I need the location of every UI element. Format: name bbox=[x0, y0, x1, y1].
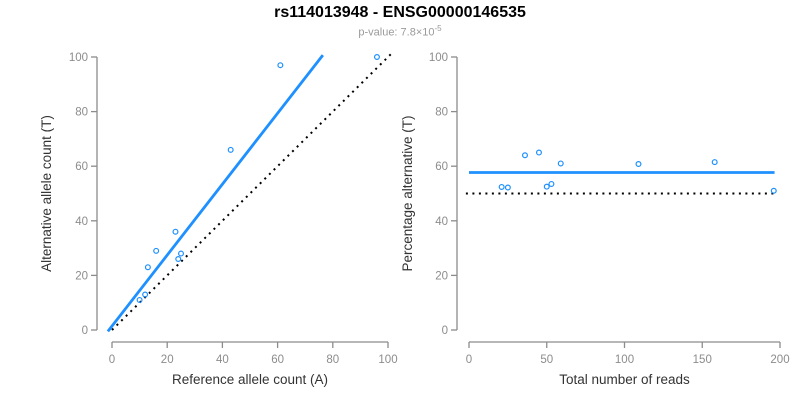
x-tick-label: 0 bbox=[109, 354, 115, 366]
chart-subtitle: p-value: 7.8×10-5 bbox=[0, 24, 800, 39]
x-tick-label: 200 bbox=[770, 354, 789, 366]
y-tick-label: 40 bbox=[435, 216, 448, 228]
data-point bbox=[504, 184, 511, 191]
data-point bbox=[548, 180, 555, 187]
y-axis-title: Alternative allele count (T) bbox=[39, 115, 54, 272]
x-axis-title: Reference allele count (A) bbox=[172, 372, 328, 387]
x-axis-title: Total number of reads bbox=[559, 372, 690, 387]
percentage-alternative-plot: 0 20 40 60 80 100 0 50 100 150 200 Total number of … bbox=[400, 52, 790, 387]
y-axis-title: Percentage alternative (T) bbox=[400, 115, 415, 271]
data-point bbox=[227, 146, 234, 153]
x-tick-label: 80 bbox=[326, 354, 339, 366]
y-tick-label: 20 bbox=[435, 270, 448, 282]
x-tick-label: 0 bbox=[466, 354, 472, 366]
identity-line bbox=[111, 53, 392, 331]
x-tick-label: 20 bbox=[161, 354, 174, 366]
y-tick-label: 60 bbox=[435, 161, 448, 173]
y-tick-label: 80 bbox=[435, 107, 448, 119]
data-point bbox=[136, 296, 143, 303]
data-point bbox=[635, 161, 642, 168]
x-tick-label: 150 bbox=[693, 354, 712, 366]
pvalue-exponent: -5 bbox=[434, 24, 442, 33]
data-point bbox=[711, 159, 718, 166]
chart-title: rs114013948 - ENSG00000146535 bbox=[274, 4, 526, 21]
y-tick-label: 100 bbox=[69, 52, 88, 64]
data-point bbox=[144, 264, 151, 271]
y-tick-label: 100 bbox=[429, 52, 448, 64]
regression-line bbox=[106, 54, 324, 333]
y-tick-label: 0 bbox=[442, 325, 448, 337]
data-point bbox=[521, 152, 528, 159]
y-tick-label: 40 bbox=[75, 216, 88, 228]
data-point bbox=[178, 250, 185, 257]
y-tick-label: 20 bbox=[75, 270, 88, 282]
data-point bbox=[557, 160, 564, 167]
x-tick-label: 50 bbox=[540, 354, 553, 366]
data-point bbox=[543, 183, 550, 190]
x-tick-label: 100 bbox=[378, 354, 397, 366]
x-tick-label: 40 bbox=[216, 354, 229, 366]
y-tick-label: 60 bbox=[75, 161, 88, 173]
data-point bbox=[373, 53, 380, 60]
y-tick-label: 80 bbox=[75, 107, 88, 119]
data-point bbox=[277, 62, 284, 69]
data-point bbox=[535, 149, 542, 156]
data-point bbox=[142, 291, 149, 298]
pvalue-text: p-value: 7.8×10 bbox=[358, 26, 435, 39]
x-tick-label: 60 bbox=[271, 354, 284, 366]
data-point bbox=[770, 187, 777, 194]
allele-counts-plot: 0 20 40 60 80 100 0 20 40 60 80 100 Reference allele… bbox=[39, 52, 398, 387]
y-tick-label: 0 bbox=[82, 325, 88, 337]
data-point bbox=[172, 228, 179, 235]
data-point bbox=[498, 183, 505, 190]
data-point bbox=[153, 247, 160, 254]
x-tick-label: 100 bbox=[615, 354, 634, 366]
data-point bbox=[175, 256, 182, 263]
